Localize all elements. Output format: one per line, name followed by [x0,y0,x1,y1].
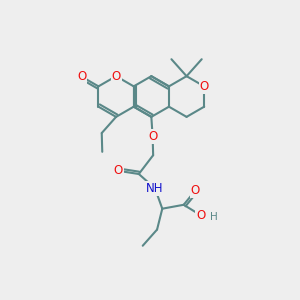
Text: O: O [200,80,209,93]
Text: O: O [148,130,157,143]
Text: O: O [77,70,86,83]
Text: NH: NH [146,182,164,195]
Text: O: O [191,184,200,197]
Text: O: O [112,70,121,83]
Text: O: O [114,164,123,177]
Text: H: H [210,212,218,222]
Text: O: O [196,209,205,222]
